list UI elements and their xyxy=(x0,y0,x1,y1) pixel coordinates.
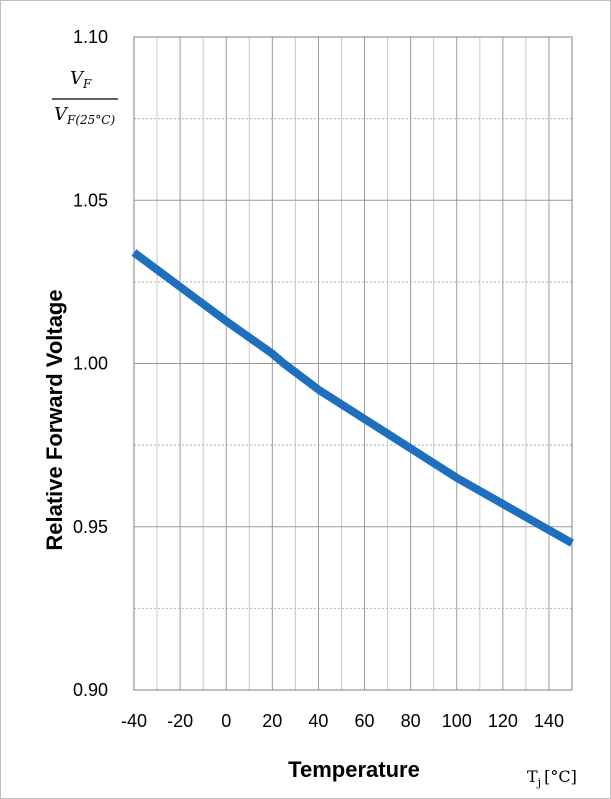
x-tick-label: 0 xyxy=(221,711,231,731)
y-tick-label: 0.90 xyxy=(73,680,108,700)
x-tick-label: -20 xyxy=(167,711,193,731)
y-ratio-label: VF VF(25°C) xyxy=(52,68,118,127)
series-line xyxy=(131,249,574,547)
x-tick-label: 120 xyxy=(488,711,518,731)
y-axis-title: Relative Forward Voltage xyxy=(42,289,67,550)
plot-border xyxy=(133,36,573,691)
x-tick-label: -40 xyxy=(121,711,147,731)
x-tick-label: 140 xyxy=(534,711,564,731)
x-axis-unit: Tj [°C] xyxy=(527,767,577,789)
ratio-numerator: VF xyxy=(70,68,92,91)
x-tick-label: 80 xyxy=(401,711,421,731)
y-tick-label: 1.00 xyxy=(73,354,108,374)
y-tick-label: 0.95 xyxy=(73,517,108,537)
x-tick-label: 40 xyxy=(308,711,328,731)
y-tick-labels: 0.90 0.95 1.00 1.05 1.10 xyxy=(73,27,108,700)
y-tick-label: 1.10 xyxy=(73,27,108,47)
ratio-denominator: VF(25°C) xyxy=(54,104,115,127)
grid xyxy=(134,37,572,690)
x-tick-label: 20 xyxy=(262,711,282,731)
series-group xyxy=(131,249,574,547)
x-tick-label: 60 xyxy=(355,711,375,731)
x-tick-label: 100 xyxy=(442,711,472,731)
y-tick-label: 1.05 xyxy=(73,190,108,210)
x-axis-title: Temperature xyxy=(288,757,420,782)
plot-area-border xyxy=(133,36,573,691)
x-tick-labels: -40 -20 0 20 40 60 80 100 120 140 xyxy=(121,711,564,731)
